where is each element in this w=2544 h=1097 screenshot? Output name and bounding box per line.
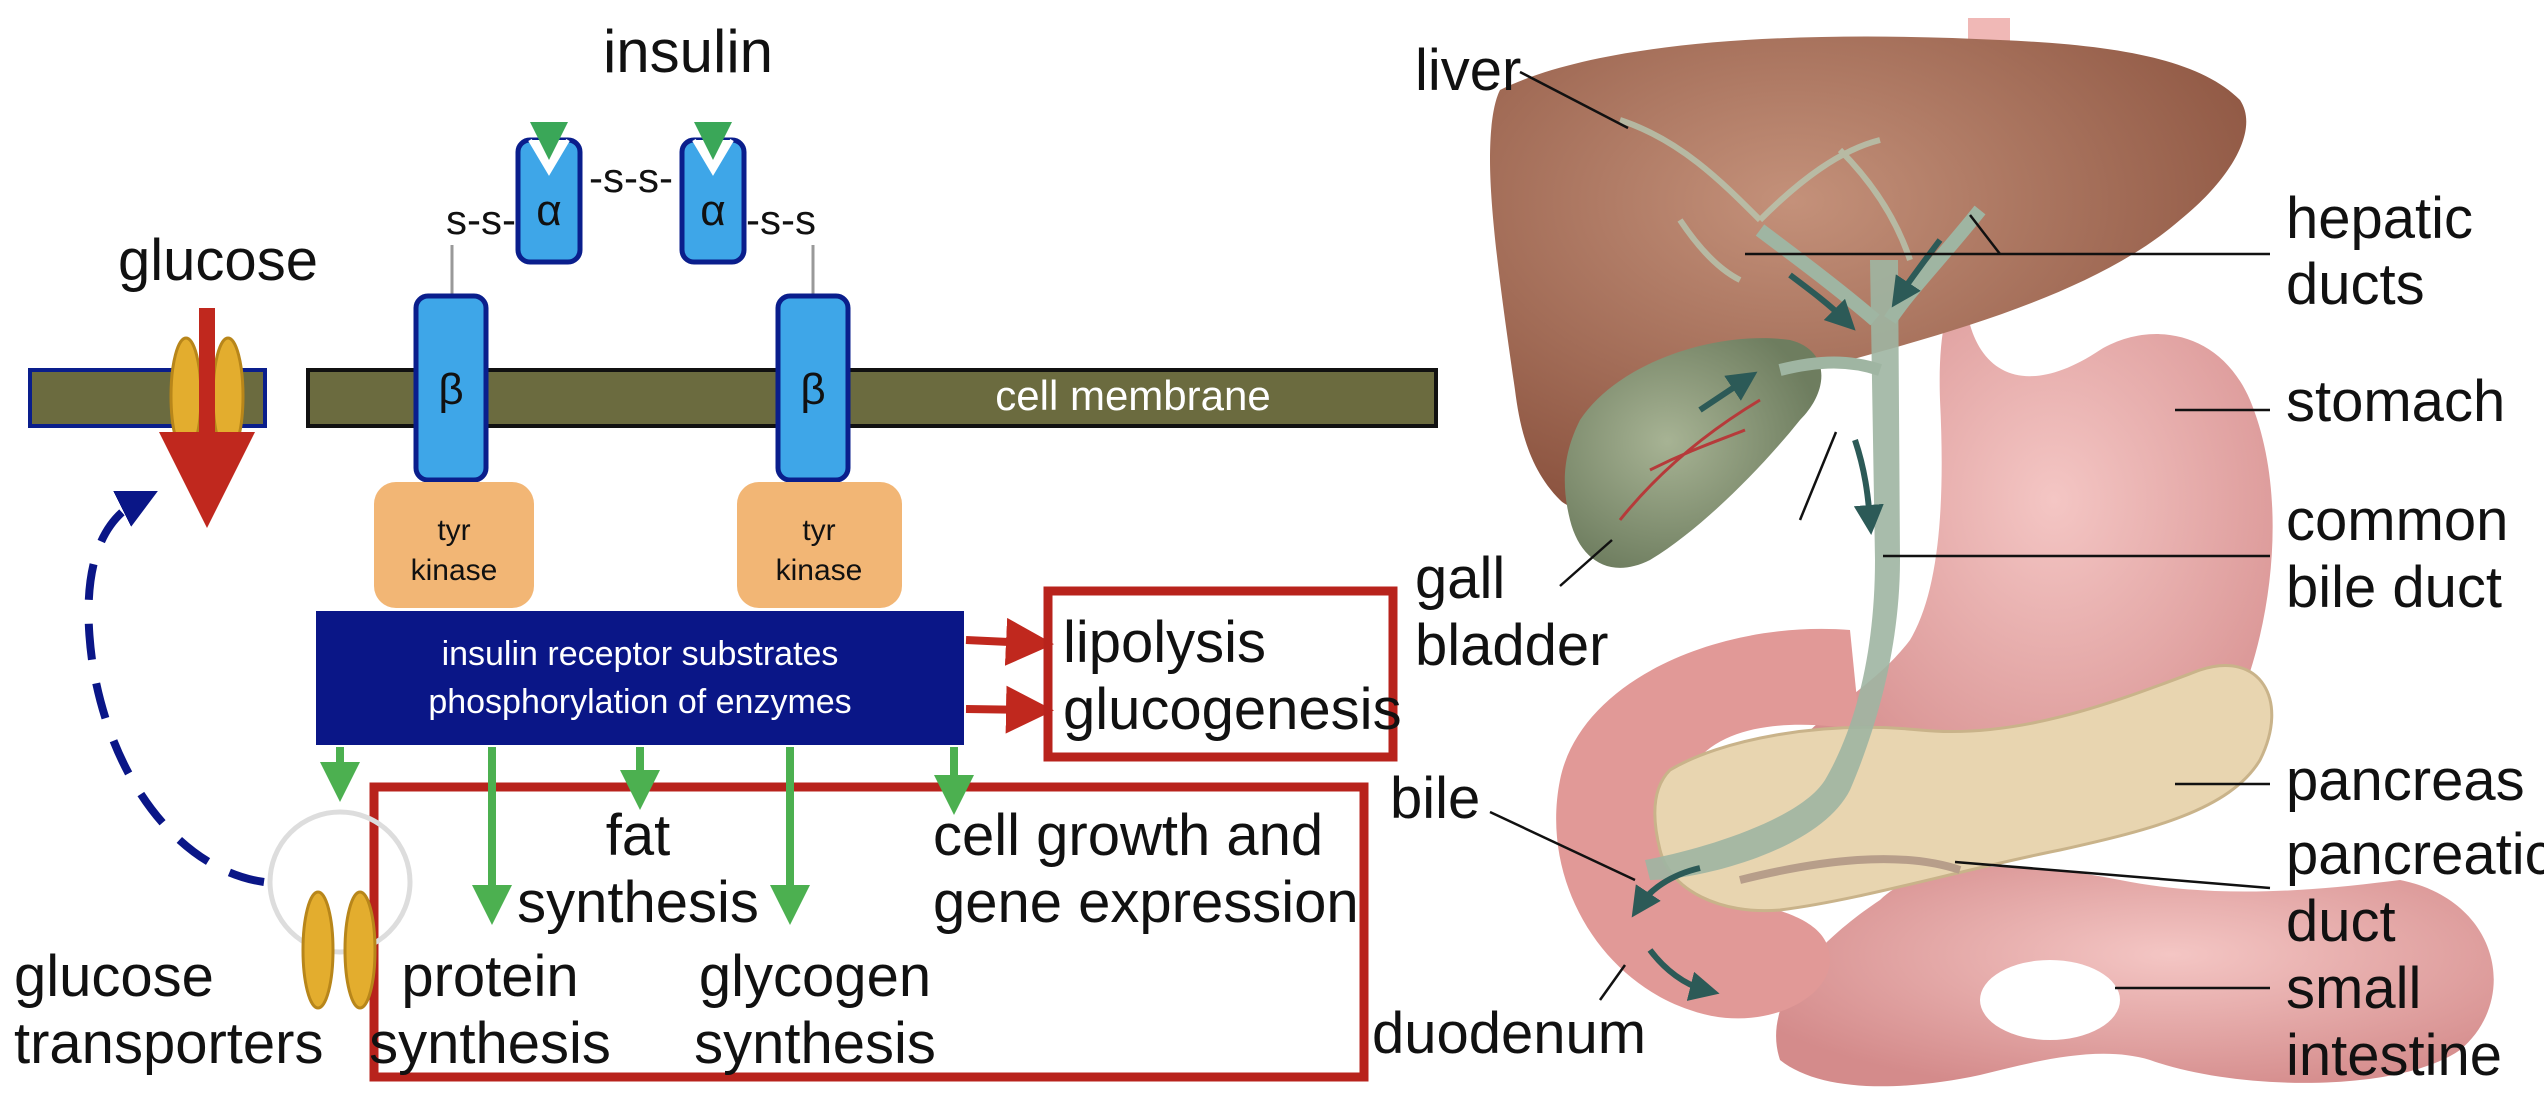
gall-bladder-line1: gall — [1415, 546, 1505, 611]
duodenum — [1556, 628, 1860, 1019]
bile-flow-arrow-6 — [1647, 948, 1720, 1001]
disulfide-bond-right: -s-s — [746, 196, 816, 243]
common-bile-duct-shape — [1645, 260, 1900, 880]
transporter-vesicle — [267, 809, 413, 1010]
svg-text:kinase: kinase — [411, 554, 498, 587]
intestine-gap — [1980, 960, 2120, 1040]
irs-line2: phosphorylation of enzymes — [428, 683, 851, 721]
bile-label: bile — [1390, 766, 1480, 831]
pancreas — [1653, 664, 2274, 913]
digestive-anatomy-illustration — [1489, 18, 2494, 1087]
irs-box: insulin receptor substrates phosphorylat… — [316, 611, 964, 745]
glycogen-synthesis-line1: glycogen — [699, 944, 931, 1009]
leader-lines — [1489, 70, 2271, 1001]
transporters-label-line1: glucose — [14, 944, 214, 1009]
small-intestine-line1: small — [2286, 956, 2421, 1021]
disulfide-bond-center: -s-s- — [589, 154, 673, 201]
alpha-subunit-left: α — [515, 122, 583, 265]
bile-flow-arrow-2 — [1891, 238, 1943, 308]
insulin-label: insulin — [603, 18, 773, 85]
transporters-label-line2: transporters — [14, 1011, 323, 1076]
bile-flow-arrow-3 — [1698, 371, 1758, 413]
tyr-kinase-right: tyr kinase — [737, 482, 902, 608]
svg-text:tyr: tyr — [802, 514, 835, 547]
alpha-symbol-right: α — [700, 186, 725, 235]
glycogen-synthesis-line2: synthesis — [694, 1011, 936, 1076]
beta-subunit-left: β — [413, 293, 489, 483]
gall-bladder-line2: bladder — [1415, 613, 1608, 678]
red-arrow-lipolysis — [965, 617, 1054, 666]
bile-flow-arrow-5 — [1631, 865, 1701, 918]
cell-growth-line1: cell growth and — [933, 803, 1323, 868]
hepatic-ducts-line2: ducts — [2286, 252, 2425, 317]
pancreatic-duct-line2: duct — [2286, 889, 2396, 954]
protein-synthesis-line2: synthesis — [369, 1011, 611, 1076]
pancreatic-duct-line1: pancreatic — [2286, 822, 2544, 887]
pancreatic-duct — [1739, 855, 1962, 884]
disulfide-bond-left: s-s- — [446, 196, 516, 243]
svg-text:kinase: kinase — [776, 554, 863, 587]
glucose-label: glucose — [118, 228, 318, 293]
tyr-kinase-left: tyr kinase — [374, 482, 534, 608]
membrane-label: cell membrane — [995, 372, 1270, 419]
transporter-translocation-arrow — [84, 491, 265, 886]
duodenum-label: duodenum — [1372, 1001, 1646, 1066]
small-intestine-line2: intestine — [2286, 1023, 2502, 1088]
lipolysis-label: lipolysis — [1063, 610, 1266, 675]
irs-line1: insulin receptor substrates — [442, 635, 839, 673]
svg-text:tyr: tyr — [437, 514, 470, 547]
stomach-label: stomach — [2286, 369, 2505, 434]
protein-synthesis-line1: protein — [401, 944, 578, 1009]
beta-symbol-left: β — [438, 365, 463, 414]
common-bile-duct-line1: common — [2286, 488, 2508, 553]
bile-flow-arrow-4 — [1852, 439, 1884, 535]
small-intestine — [1776, 866, 2494, 1087]
common-bile-duct-line2: bile duct — [2286, 555, 2502, 620]
cell-growth-line2: gene expression — [933, 870, 1359, 935]
alpha-subunit-right: α — [679, 122, 747, 265]
cell-membrane — [306, 368, 1438, 428]
glucogenesis-label: glucogenesis — [1063, 677, 1402, 742]
liver-label: liver — [1415, 38, 1521, 103]
hepatic-ducts-line1: hepatic — [2286, 186, 2473, 251]
alpha-symbol-left: α — [536, 186, 561, 235]
bile-flow-arrow-1 — [1788, 272, 1856, 331]
inhibited-effects-box: lipolysis glucogenesis — [1043, 586, 1402, 762]
fat-synthesis-line1: fat — [606, 803, 671, 868]
insulin-signaling-diagram: cell membrane insulin α α -s-s- s-s- -s-… — [14, 18, 1438, 1082]
cystic-duct — [1778, 356, 1882, 376]
insulin-binding-triangle-right — [694, 122, 732, 160]
beta-subunit-right: β — [775, 293, 851, 483]
beta-symbol-right: β — [800, 365, 825, 414]
pancreas-label: pancreas — [2286, 748, 2525, 813]
hepatic-duct-shapes — [1755, 205, 1986, 326]
insulin-binding-triangle-left — [530, 122, 568, 160]
fat-synthesis-line2: synthesis — [517, 870, 759, 935]
red-arrow-glucogenesis — [965, 685, 1054, 734]
anatomy-labels: liver hepatic ducts stomach common bile … — [1372, 38, 2544, 1088]
